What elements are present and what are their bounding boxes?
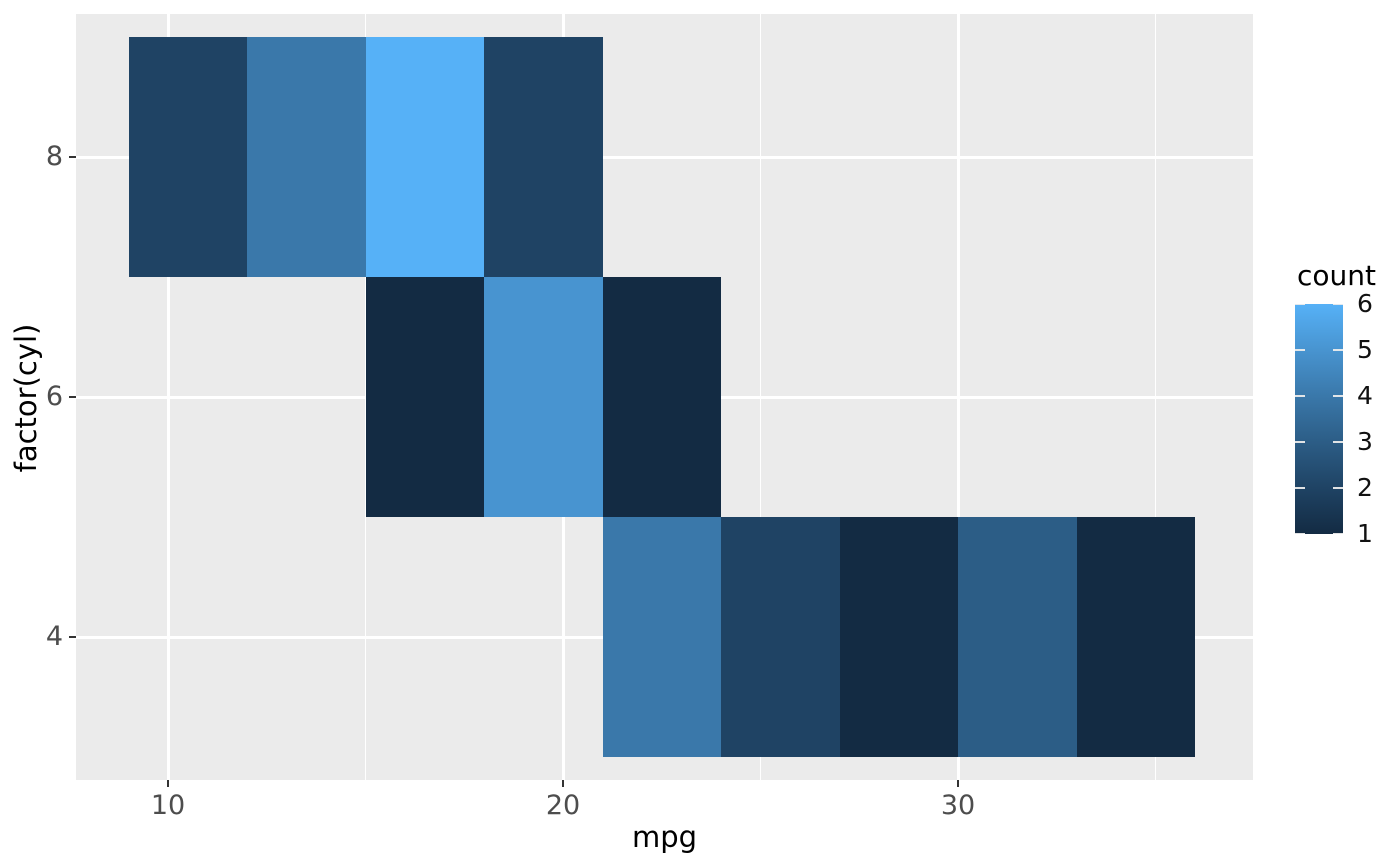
- legend-value-label: 2: [1357, 473, 1373, 502]
- x-tick-mark: [561, 780, 565, 787]
- colorbar-tick-right: [1333, 533, 1343, 534]
- heat-tile-cyl8-count6: [365, 37, 484, 277]
- heat-tile-cyl4-count3: [958, 517, 1077, 757]
- heat-tile-cyl4-count2: [721, 517, 840, 757]
- x-tick-label: 20: [545, 790, 581, 821]
- colorbar-tick-right: [1333, 349, 1343, 351]
- colorbar-tick-left: [1295, 304, 1305, 305]
- y-tick-label: 8: [45, 141, 63, 172]
- plot-panel: [76, 14, 1253, 780]
- heat-tile-cyl8-count4: [247, 37, 366, 277]
- legend-value-label: 3: [1357, 427, 1373, 456]
- y-tick-label: 4: [45, 621, 63, 652]
- x-tick-mark: [166, 780, 170, 787]
- colorbar-tick-left: [1295, 395, 1305, 397]
- x-axis-title: mpg: [631, 820, 698, 854]
- colorbar-tick-right: [1333, 441, 1343, 443]
- heat-tile-cyl8-count2: [128, 37, 247, 277]
- colorbar-tick-left: [1295, 533, 1305, 534]
- heat-tile-cyl6-count1: [602, 277, 721, 517]
- legend-value-label: 5: [1357, 335, 1373, 364]
- colorbar-tick-left: [1295, 487, 1305, 489]
- heat-tile-cyl8-count2: [484, 37, 603, 277]
- heat-tile-cyl4-count1: [1076, 517, 1195, 757]
- colorbar-tick-right: [1333, 304, 1343, 305]
- y-tick-mark: [69, 155, 76, 159]
- heat-tile-cyl4-count4: [602, 517, 721, 757]
- legend-colorbar: [1295, 304, 1343, 534]
- heat-tile-cyl6-count1: [365, 277, 484, 517]
- legend-value-label: 6: [1357, 289, 1373, 318]
- heat-tile-cyl4-count1: [839, 517, 958, 757]
- x-tick-label: 10: [150, 790, 186, 821]
- y-tick-label: 6: [45, 381, 63, 412]
- gridline-major-horizontal: [76, 155, 1253, 159]
- x-tick-label: 30: [940, 790, 976, 821]
- y-tick-mark: [69, 635, 76, 639]
- y-axis-title: factor(cyl): [9, 323, 43, 473]
- colorbar-tick-right: [1333, 487, 1343, 489]
- colorbar-tick-left: [1295, 441, 1305, 443]
- colorbar-tick-left: [1295, 349, 1305, 351]
- colorbar-tick-right: [1333, 395, 1343, 397]
- y-tick-mark: [69, 395, 76, 399]
- legend-value-label: 4: [1357, 381, 1373, 410]
- x-tick-mark: [956, 780, 960, 787]
- heat-tile-cyl6-count5: [484, 277, 603, 517]
- legend-title: count: [1297, 259, 1376, 292]
- legend-value-label: 1: [1357, 519, 1373, 548]
